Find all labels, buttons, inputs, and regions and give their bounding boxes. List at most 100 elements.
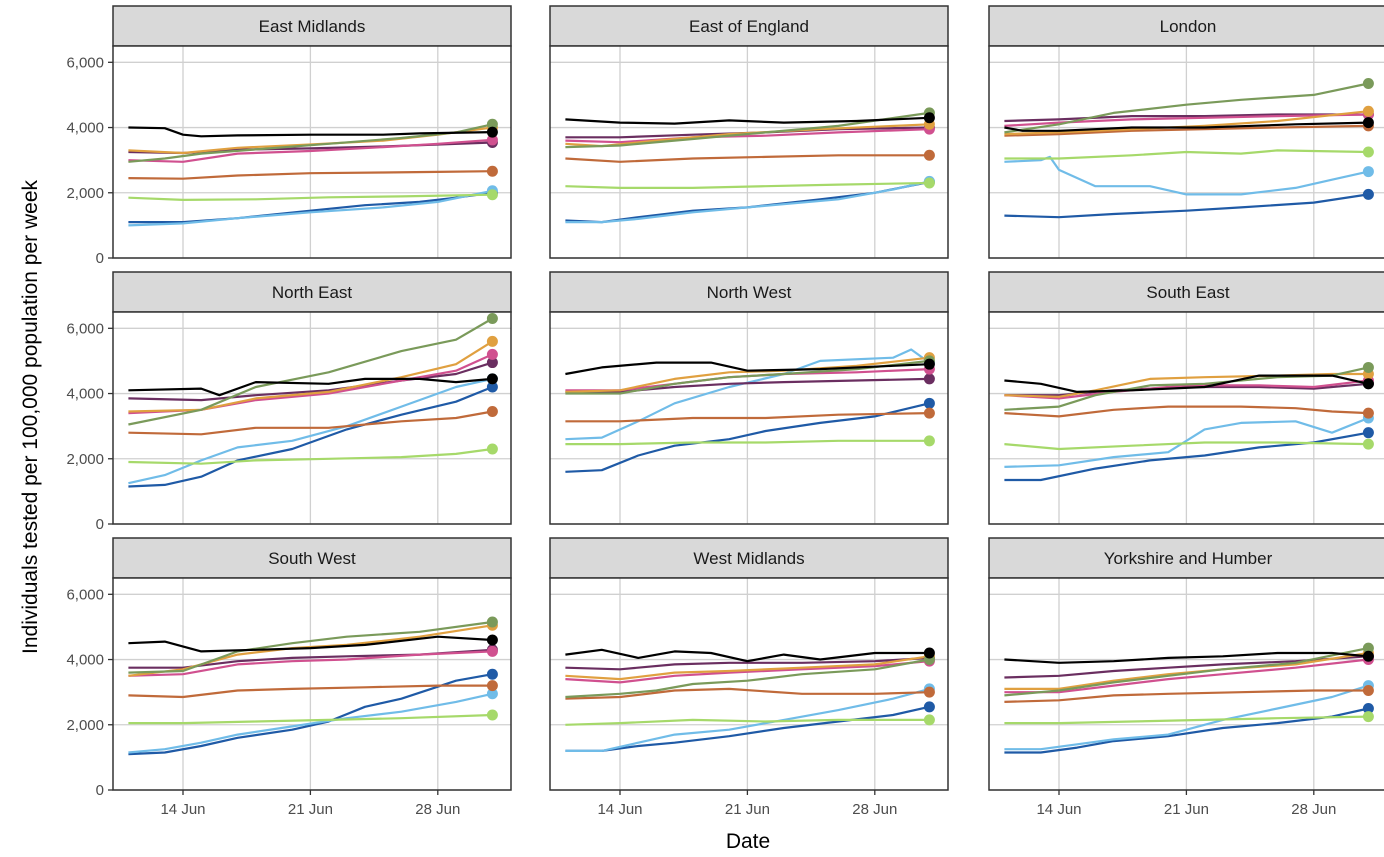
series-line-lightgreen	[128, 193, 493, 201]
series-endpoint-black	[923, 112, 935, 124]
y-tick-label: 4,000	[66, 120, 104, 137]
series-line-orange	[1004, 372, 1369, 398]
facet-strip	[988, 5, 1384, 47]
series-endpoint-purple	[486, 357, 498, 369]
series-line-brown	[565, 687, 930, 700]
series-endpoint-lightgreen	[1362, 438, 1374, 450]
y-tick-label: 6,000	[66, 54, 104, 71]
x-axis-title: Date	[726, 830, 770, 853]
panel-border	[549, 577, 949, 791]
facet-panel: North East 0 2,000 4,000 6,000	[66, 271, 512, 533]
series-endpoint-brown	[923, 407, 935, 419]
series-line-lightgreen	[1004, 715, 1369, 725]
panel-border	[988, 311, 1384, 525]
series-endpoint-olive	[486, 313, 498, 325]
series-endpoint-orange	[1362, 105, 1374, 117]
y-tick-label: 0	[96, 250, 104, 267]
panel-border	[112, 45, 512, 259]
y-tick-label: 2,000	[66, 717, 104, 734]
series-endpoint-black	[923, 647, 935, 659]
series-line-lightblue	[565, 180, 930, 224]
x-tick-label: 28 Jun	[852, 801, 897, 818]
series-endpoint-darkblue	[923, 701, 935, 713]
x-tick-label: 28 Jun	[415, 801, 460, 818]
series-line-lightgreen	[1004, 149, 1369, 160]
facet-strip	[112, 271, 512, 313]
series-line-black	[128, 126, 493, 138]
facet-strip-label: North West	[707, 283, 792, 302]
series-line-orange	[565, 356, 930, 393]
series-line-lightblue	[565, 687, 930, 753]
facet-strip-label: East of England	[689, 17, 809, 36]
series-line-pink	[1004, 113, 1369, 127]
series-endpoint-black	[923, 358, 935, 370]
series-line-orange	[565, 655, 930, 681]
series-line-purple	[565, 656, 930, 671]
facet-strip-label: South East	[1146, 283, 1229, 302]
series-endpoint-lightblue	[486, 688, 498, 700]
series-endpoint-lightgreen	[486, 189, 498, 201]
facet-panel: West Midlands 14 Jun 21 Jun 28 Jun	[549, 537, 949, 818]
series-line-lightgreen	[128, 713, 493, 725]
series-line-brown	[1004, 405, 1369, 418]
series-line-olive	[565, 359, 930, 395]
series-line-purple	[565, 377, 930, 393]
y-tick-label: 6,000	[66, 586, 104, 603]
y-tick-label: 0	[96, 516, 104, 533]
facet-strip	[112, 5, 512, 47]
series-line-lightgreen	[1004, 441, 1369, 451]
series-line-brown	[1004, 689, 1369, 703]
facet-panel: South West 0 2,000 4,000 6,000 14 Jun 21 Jun 28…	[66, 537, 512, 818]
series-line-brown	[565, 412, 930, 423]
facet-strip	[549, 5, 949, 47]
series-line-lightgreen	[565, 718, 930, 726]
series-line-pink	[128, 650, 493, 677]
panel-border	[549, 45, 949, 259]
y-tick-label: 4,000	[66, 386, 104, 403]
series-line-lightblue	[1004, 416, 1369, 468]
series-endpoint-pink	[486, 645, 498, 657]
series-endpoint-darkblue	[923, 397, 935, 409]
panel-border	[988, 577, 1384, 791]
series-line-black	[1004, 651, 1369, 664]
series-line-black	[128, 377, 493, 397]
facet-strip-label: Yorkshire and Humber	[1104, 549, 1273, 568]
series-line-lightblue	[565, 348, 931, 441]
series-endpoint-olive	[486, 118, 498, 130]
series-line-black	[565, 116, 930, 125]
series-line-darkblue	[1004, 193, 1369, 219]
panel-background	[550, 46, 948, 258]
series-endpoint-black	[486, 126, 498, 138]
series-line-lightblue	[128, 692, 493, 754]
series-endpoint-black	[486, 373, 498, 385]
series-endpoint-brown	[1362, 407, 1374, 419]
facet-panel: East of England	[549, 5, 949, 259]
series-line-purple	[128, 361, 493, 402]
series-line-lightblue	[1004, 684, 1369, 751]
series-line-black	[565, 361, 930, 376]
x-tick-label: 21 Jun	[725, 801, 770, 818]
series-line-brown	[128, 410, 493, 436]
series-line-purple	[1004, 655, 1369, 679]
facet-strip-label: North East	[272, 283, 353, 302]
series-endpoint-black	[1362, 117, 1374, 129]
panel-border	[112, 577, 512, 791]
panel-border	[988, 45, 1384, 259]
series-line-pink	[128, 138, 493, 163]
x-tick-label: 14 Jun	[597, 801, 642, 818]
series-endpoint-lightgreen	[923, 177, 935, 189]
series-line-lightgreen	[128, 447, 493, 465]
x-tick-label: 21 Jun	[288, 801, 333, 818]
x-tick-label: 21 Jun	[1164, 801, 1209, 818]
y-tick-label: 2,000	[66, 185, 104, 202]
series-line-brown	[565, 154, 930, 163]
series-endpoint-lightgreen	[923, 714, 935, 726]
facet-strip	[988, 537, 1384, 579]
series-endpoint-olive	[1362, 78, 1374, 90]
series-endpoint-lightgreen	[923, 435, 935, 447]
series-line-purple	[1004, 113, 1369, 123]
series-line-darkblue	[128, 385, 493, 488]
series-endpoint-lightgreen	[1362, 711, 1374, 723]
series-endpoint-brown	[1362, 685, 1374, 697]
series-line-black	[128, 635, 493, 653]
